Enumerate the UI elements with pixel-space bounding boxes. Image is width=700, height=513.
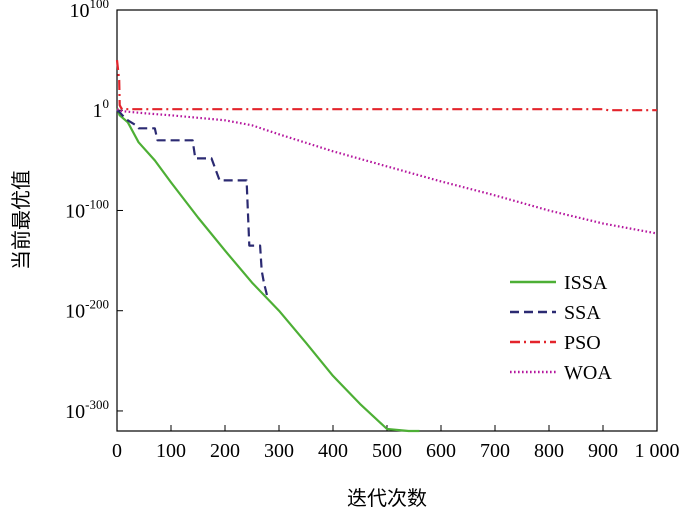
legend-label-pso: PSO <box>564 332 601 354</box>
y-tick-label: 10-300 <box>65 397 109 423</box>
x-tick-label: 500 <box>372 440 402 462</box>
series-line-pso <box>115 59 657 112</box>
legend: ISSA SSA PSO WOA <box>510 272 612 384</box>
x-tick-label: 800 <box>534 440 564 462</box>
x-axis-title: 迭代次数 <box>347 486 427 510</box>
x-tick-label: 200 <box>210 440 240 462</box>
x-axis: 0 100 200 300 400 500 600 700 800 900 1 000 <box>112 425 680 462</box>
x-tick-label: 400 <box>318 440 348 462</box>
x-tick-label: 300 <box>264 440 294 462</box>
legend-label-issa: ISSA <box>564 272 608 294</box>
x-tick-label: 100 <box>156 440 186 462</box>
y-tick-label: 10-100 <box>65 196 109 222</box>
x-tick-label: 900 <box>588 440 618 462</box>
y-axis-title: 当前最优值 <box>9 170 33 270</box>
series-line-ssa <box>116 109 269 296</box>
x-tick-label: 1 000 <box>635 440 680 462</box>
legend-label-woa: WOA <box>564 362 612 384</box>
legend-label-ssa: SSA <box>564 302 601 324</box>
series-line-woa <box>116 108 658 235</box>
y-tick-label: 10100 <box>70 0 110 22</box>
x-tick-label: 0 <box>112 440 122 462</box>
x-tick-label: 700 <box>480 440 510 462</box>
y-axis: 10-300 10-200 10-100 10 10100 <box>65 0 123 423</box>
y-tick-label: 10 <box>93 96 110 122</box>
x-tick-label: 600 <box>426 440 456 462</box>
series-layer <box>115 59 658 433</box>
y-tick-label: 10-200 <box>65 297 109 323</box>
series-line-issa <box>115 107 420 433</box>
